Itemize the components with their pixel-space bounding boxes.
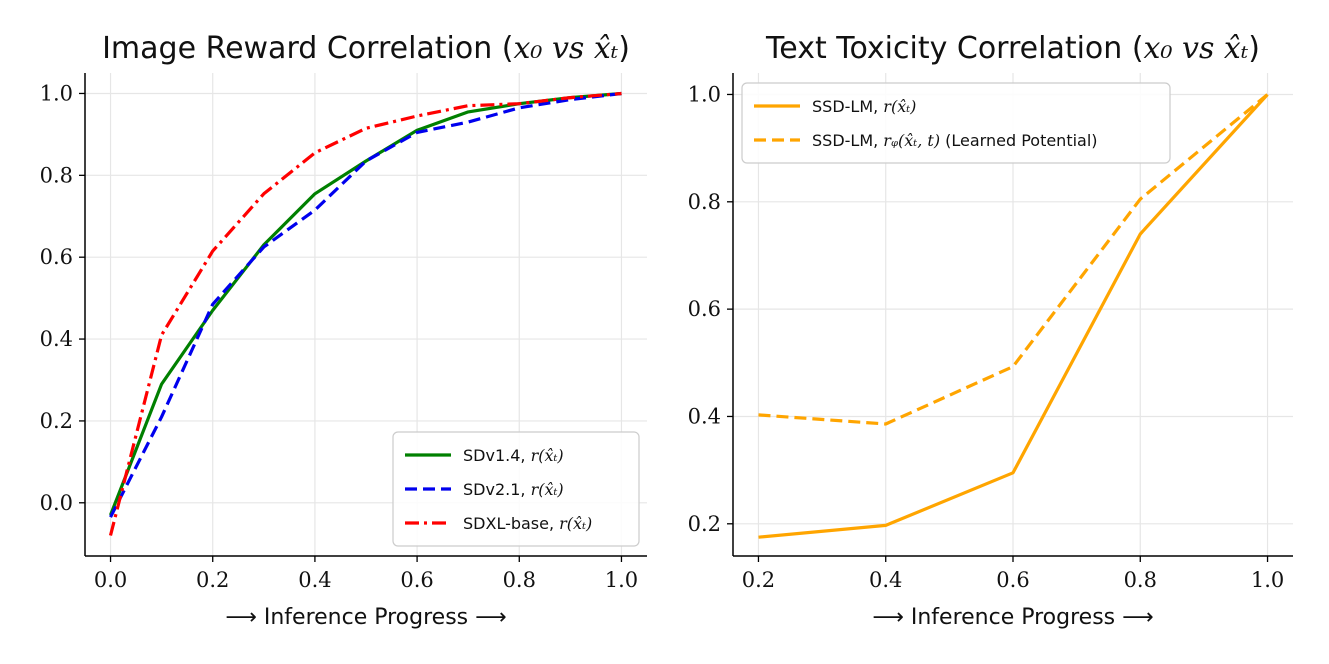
series-line	[758, 93, 1269, 539]
legend-label: SDXL-base, r(x̂ₜ)	[463, 514, 592, 533]
x-tick-label: 0.6	[996, 568, 1029, 592]
chart-title-math: x₀ vs x̂ₜ	[1144, 31, 1249, 66]
y-tick-label: 0.6	[688, 297, 721, 321]
chart-2: 0.2 0.4 0.6 0.8 1.0 0.2 0.4 0.6 0.8 1.0 Text Toxic…	[688, 31, 1293, 630]
chart-title: Image Reward Correlation (x₀ vs x̂ₜ)	[102, 31, 630, 66]
chart-title: Text Toxicity Correlation (x₀ vs x̂ₜ)	[765, 31, 1260, 66]
x-tick-label: 0.0	[94, 568, 127, 592]
series-line	[108, 91, 622, 536]
y-tick-label: 0.8	[688, 190, 721, 214]
x-tick-label: 1.0	[605, 568, 638, 592]
chart-1: 0.0 0.2 0.4 0.6 0.8 1.0 0.0 0.2 0.4 0.6 0.8 1.0 Imag…	[40, 31, 647, 630]
legend: SDv1.4, r(x̂ₜ) SDv2.1, r(x̂ₜ) SDXL-base, r…	[392, 431, 640, 547]
x-tick-label: 0.6	[400, 568, 433, 592]
legend: SSD-LM, r(x̂ₜ) SSD-LM, rᵩ(x̂ₜ, t) (Learne…	[741, 82, 1171, 164]
y-tick-label: 0.0	[40, 491, 73, 515]
legend-box	[741, 82, 1171, 164]
x-axis-label: ⟶ Inference Progress ⟶	[872, 605, 1153, 630]
y-tick-label: 0.8	[40, 163, 73, 187]
y-tick-label: 0.6	[40, 245, 73, 269]
x-tick-label: 0.8	[1124, 568, 1157, 592]
x-tick-label: 0.4	[869, 568, 902, 592]
x-tick-label: 0.2	[742, 568, 775, 592]
y-tick-label: 0.2	[40, 409, 73, 433]
series-line	[758, 93, 1269, 426]
legend-label: SSD-LM, rᵩ(x̂ₜ, t) (Learned Potential)	[812, 131, 1098, 150]
y-tick-label: 1.0	[40, 81, 73, 105]
y-tick-label: 1.0	[688, 82, 721, 106]
chart-title-suffix: )	[1248, 31, 1260, 66]
chart-title-suffix: )	[618, 31, 630, 66]
legend-label: SSD-LM, r(x̂ₜ)	[812, 97, 916, 116]
y-tick-label: 0.4	[688, 404, 721, 428]
x-tick-label: 0.2	[196, 568, 229, 592]
chart-title-math: x₀ vs x̂ₜ	[514, 31, 619, 66]
chart-title-prefix: Text Toxicity Correlation (	[765, 31, 1144, 66]
legend-box	[392, 431, 640, 547]
x-axis-label: ⟶ Inference Progress ⟶	[225, 605, 506, 630]
x-tick-label: 0.4	[298, 568, 331, 592]
x-tick-label: 0.8	[503, 568, 536, 592]
x-tick-label: 1.0	[1251, 568, 1284, 592]
legend-label: SDv1.4, r(x̂ₜ)	[463, 446, 564, 465]
y-tick-label: 0.4	[40, 327, 73, 351]
legend-label: SDv2.1, r(x̂ₜ)	[463, 480, 564, 499]
chart-title-prefix: Image Reward Correlation (	[102, 31, 513, 66]
y-tick-label: 0.2	[688, 512, 721, 536]
